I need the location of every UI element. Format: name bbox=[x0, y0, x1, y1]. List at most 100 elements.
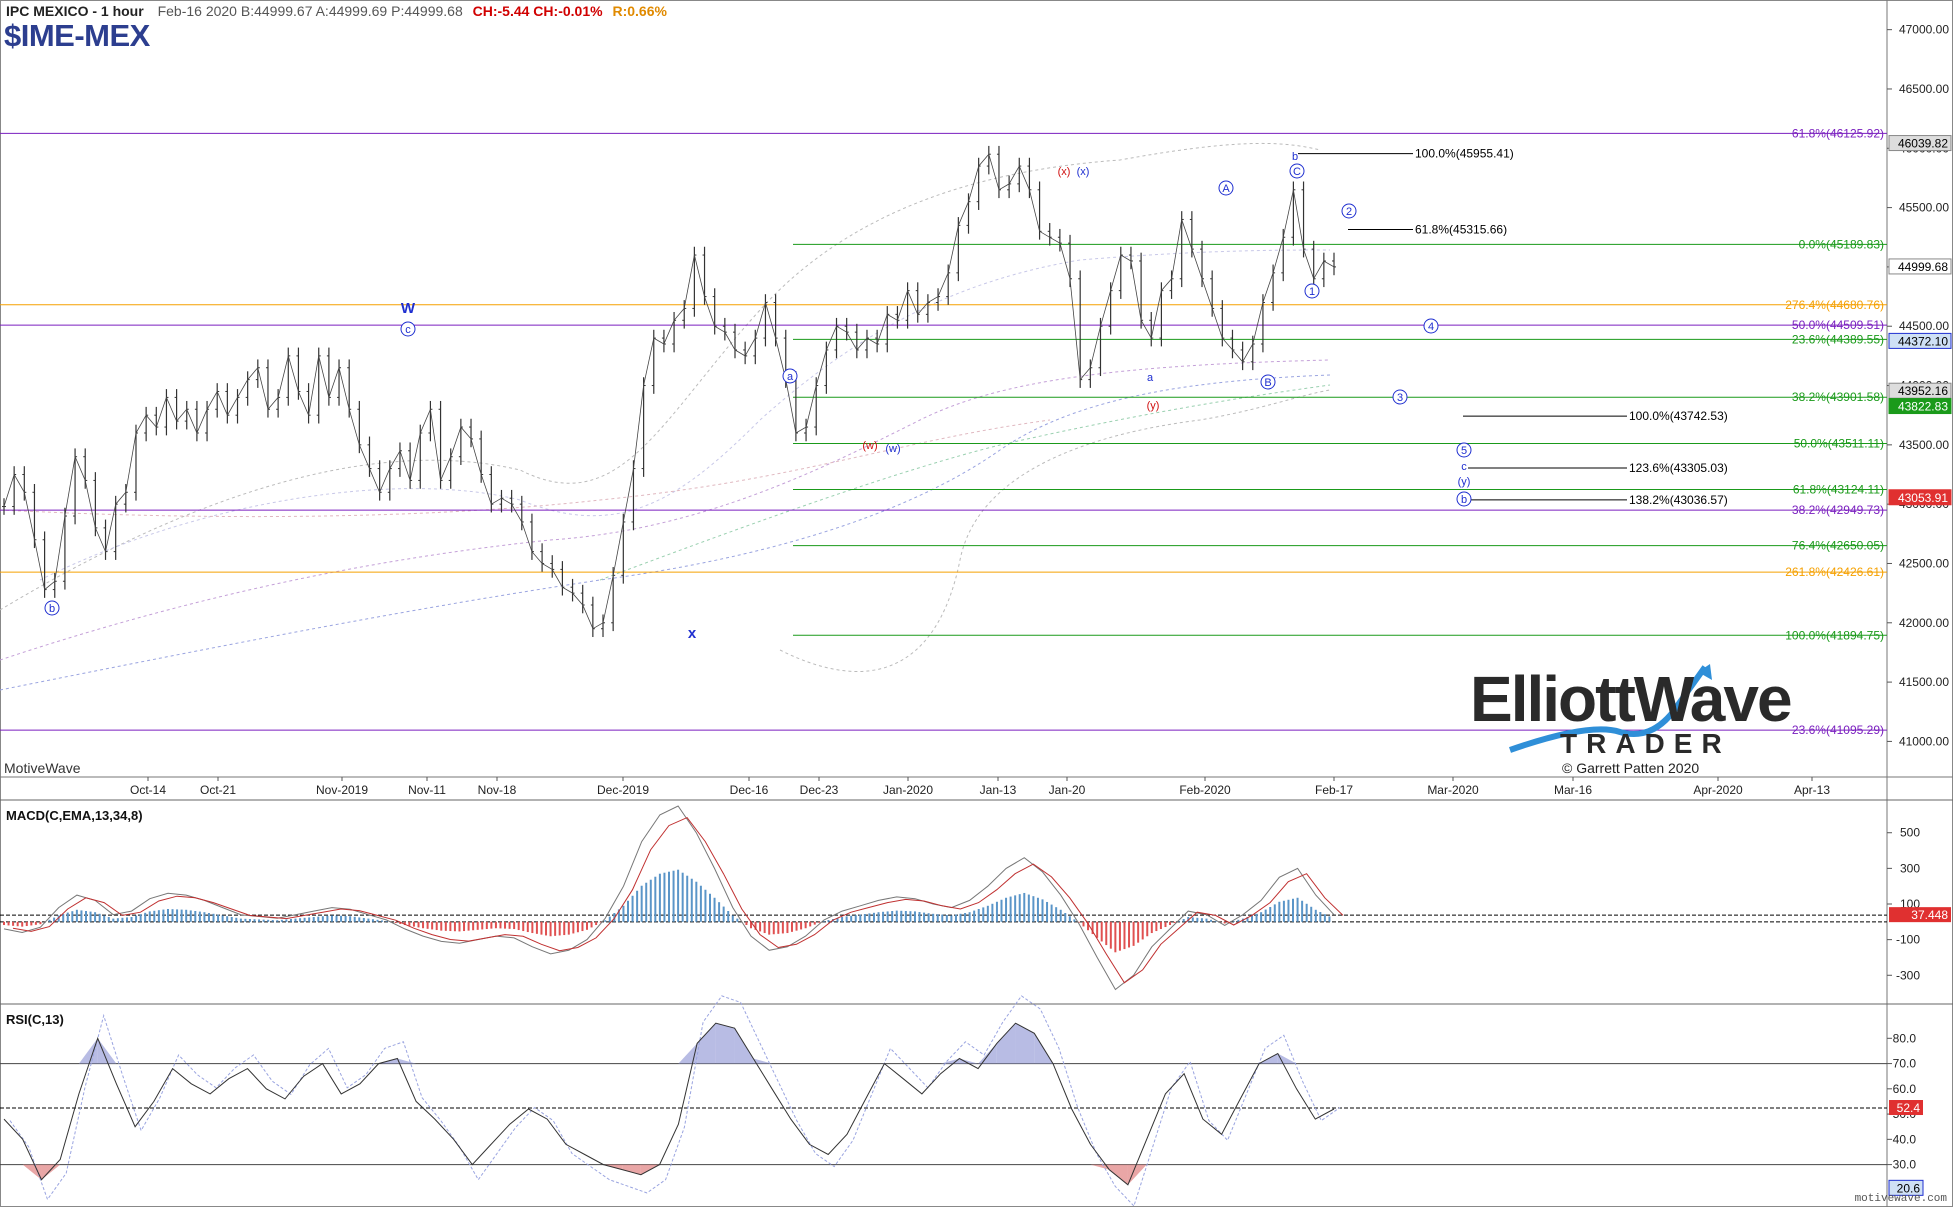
wave-label: C bbox=[1293, 166, 1301, 178]
moving-average-line bbox=[0, 359, 1331, 661]
price-marker-box bbox=[1888, 398, 1952, 415]
wave-label: (w) bbox=[885, 443, 900, 455]
projection-label: 100.0%(43742.53) bbox=[1629, 409, 1728, 423]
time-tick-label: Jan-13 bbox=[980, 783, 1017, 797]
wave-label: b bbox=[1461, 494, 1467, 506]
quote-readout: Feb-16 2020 B:44999.67 A:44999.69 P:4499… bbox=[157, 3, 463, 19]
rsi-oversold-fill bbox=[1109, 1164, 1128, 1185]
price-tick-label: 44500.00 bbox=[1899, 319, 1949, 333]
projection-label: 123.6%(43305.03) bbox=[1629, 461, 1728, 475]
logo-subtext: TRADER bbox=[1560, 728, 1731, 759]
macd-tick-label: -300 bbox=[1896, 968, 1920, 982]
price-marker-label: 44372.10 bbox=[1898, 334, 1948, 348]
logo-text: ElliottWave bbox=[1470, 663, 1793, 735]
rsi-overbought-fill bbox=[678, 1043, 698, 1064]
wave-circle bbox=[1218, 180, 1234, 196]
rsi-low-label: 20.6 bbox=[1897, 1181, 1921, 1195]
rsi-oversold-fill bbox=[622, 1164, 641, 1175]
rsi-tick-label: 80.0 bbox=[1893, 1031, 1917, 1045]
projection-label: 138.2%(43036.57) bbox=[1629, 493, 1728, 507]
projection-label: 61.8%(45315.66) bbox=[1415, 222, 1507, 236]
moving-average-line bbox=[39, 249, 1331, 581]
wave-label: 4 bbox=[1428, 321, 1434, 333]
fib-level-label: 261.8%(42426.61) bbox=[1785, 565, 1884, 579]
wave-circle bbox=[1260, 374, 1276, 390]
fib-level-label: 76.4%(42650.05) bbox=[1792, 539, 1884, 553]
price-marker-label: 44999.68 bbox=[1898, 260, 1948, 274]
motivewave-watermark: motivewave.com bbox=[1854, 1193, 1947, 1205]
wave-label: c bbox=[405, 324, 411, 336]
price-tick-label: 42500.00 bbox=[1899, 556, 1949, 570]
macd-signal-curve bbox=[12, 816, 1344, 984]
fib-level-label: 61.8%(46125.92) bbox=[1792, 126, 1884, 140]
time-tick-label: Nov-11 bbox=[408, 783, 446, 797]
time-tick-label: Oct-14 bbox=[130, 783, 166, 797]
time-tick-label: Feb-17 bbox=[1315, 783, 1353, 797]
rsi-tick-label: 70.0 bbox=[1893, 1057, 1917, 1071]
wave-label: x bbox=[688, 625, 697, 642]
time-tick-label: Feb-2020 bbox=[1179, 783, 1231, 797]
fib-level-label: 276.4%(44680.76) bbox=[1785, 298, 1884, 312]
rsi-overbought-fill bbox=[996, 1023, 1016, 1064]
wave-label: 2 bbox=[1346, 206, 1352, 218]
price-marker-label: 43822.83 bbox=[1898, 400, 1948, 414]
symbol-label: $IME-MEX bbox=[4, 18, 150, 53]
price-marker-label: 43952.16 bbox=[1898, 384, 1948, 398]
wave-circle bbox=[1304, 283, 1320, 299]
macd-tick-label: 300 bbox=[1900, 861, 1920, 875]
rsi-line bbox=[3, 1022, 1335, 1186]
rsi-oversold-fill bbox=[1127, 1164, 1147, 1185]
rsi-overbought-fill bbox=[715, 1023, 735, 1064]
price-tick-label: 45500.00 bbox=[1899, 201, 1949, 215]
rsi-value-label: 52.4 bbox=[1897, 1101, 1921, 1115]
rsi-value-box bbox=[1889, 1100, 1923, 1116]
rsi-title: RSI(C,13) bbox=[6, 1012, 64, 1027]
wave-label: (x) bbox=[1058, 166, 1071, 178]
rsi-tick-label: 30.0 bbox=[1893, 1158, 1917, 1172]
wave-label: B bbox=[1264, 377, 1271, 389]
rsi-smoothed-line bbox=[9, 995, 1341, 1207]
price-marker-box bbox=[1888, 258, 1952, 275]
wave-swoosh-icon bbox=[1509, 664, 1712, 753]
rsi-low-box bbox=[1888, 1179, 1924, 1196]
wave-circle bbox=[1456, 491, 1472, 507]
rsi-overbought-fill bbox=[959, 1058, 979, 1064]
change-readout: CH:-5.44 CH:-0.01% bbox=[472, 3, 603, 19]
wave-label: (y) bbox=[1458, 476, 1471, 488]
wave-circle bbox=[400, 321, 416, 337]
wave-circle bbox=[1423, 318, 1439, 334]
rsi-overbought-fill bbox=[734, 1028, 754, 1064]
time-tick-label: Mar-16 bbox=[1554, 783, 1592, 797]
time-tick-label: Apr-13 bbox=[1794, 783, 1830, 797]
wave-label: c bbox=[1461, 461, 1467, 473]
price-marker-box bbox=[1888, 135, 1952, 152]
moving-average-line bbox=[0, 419, 1051, 518]
wave-circle bbox=[1392, 389, 1408, 405]
macd-tick-label: -100 bbox=[1896, 933, 1920, 947]
rsi-oversold-fill bbox=[41, 1164, 61, 1180]
wave-circle bbox=[1289, 163, 1305, 179]
macd-line bbox=[3, 805, 1335, 991]
moving-average-line bbox=[779, 389, 1331, 673]
rsi-oversold-fill bbox=[22, 1164, 42, 1180]
wave-label: (x) bbox=[1077, 166, 1090, 178]
price-tick-label: 43500.00 bbox=[1899, 438, 1949, 452]
wave-label: 3 bbox=[1397, 392, 1403, 404]
time-tick-label: Nov-18 bbox=[478, 783, 517, 797]
wave-label: A bbox=[1222, 183, 1230, 195]
fib-level-label: 50.0%(44509.51) bbox=[1792, 318, 1884, 332]
price-tick-label: 42000.00 bbox=[1899, 616, 1949, 630]
time-tick-label: Mar-2020 bbox=[1427, 783, 1479, 797]
fib-level-label: 100.0%(41894.75) bbox=[1785, 628, 1884, 642]
time-tick-label: Oct-21 bbox=[200, 783, 236, 797]
price-marker-label: 43053.91 bbox=[1898, 491, 1948, 505]
time-tick-label: Dec-2019 bbox=[597, 783, 649, 797]
wave-label: 5 bbox=[1461, 445, 1467, 457]
projection-label: 100.0%(45955.41) bbox=[1415, 147, 1514, 161]
wave-circle bbox=[44, 600, 60, 616]
price-tick-label: 41500.00 bbox=[1899, 675, 1949, 689]
fib-level-label: 61.8%(43124.11) bbox=[1793, 482, 1884, 496]
wave-circle bbox=[1456, 442, 1472, 458]
price-tick-label: 47000.00 bbox=[1899, 23, 1949, 37]
chart-header: IPC MEXICO - 1 hour Feb-16 2020 B:44999.… bbox=[6, 3, 667, 19]
